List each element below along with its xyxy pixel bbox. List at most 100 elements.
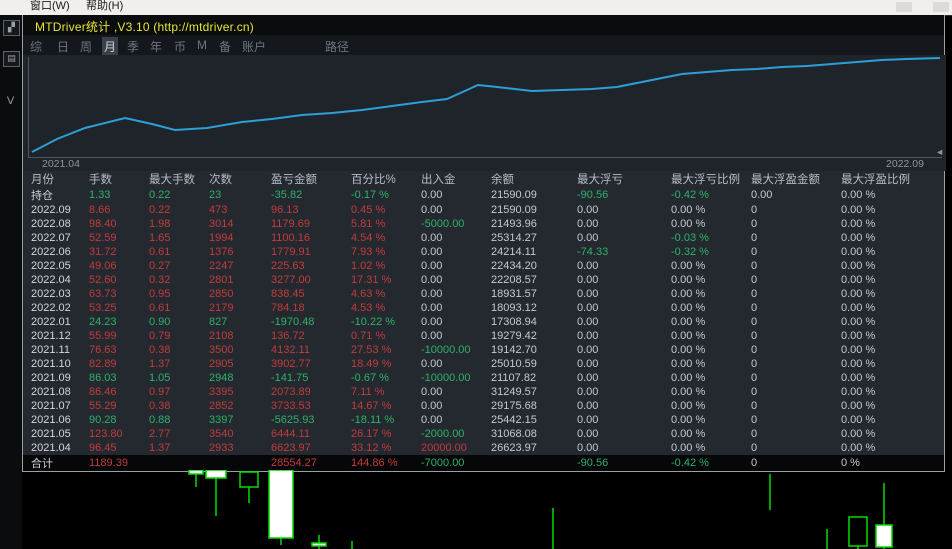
table-cell: 473: [209, 204, 228, 216]
table-cell: 2022.05: [31, 260, 71, 272]
tab-日[interactable]: 日: [57, 40, 70, 54]
table-cell: 2022.01: [31, 316, 71, 328]
table-cell: 2022.09: [31, 204, 71, 216]
table-row[interactable]: 2021.08 86.46 0.97 3395 2073.89 7.11 % 0.00 312…: [23, 385, 944, 399]
table-cell: 17.31 %: [351, 274, 392, 286]
chart-scroll-arrow-icon[interactable]: ◄: [935, 147, 944, 157]
table-cell: 3277.00: [271, 274, 311, 286]
table-row[interactable]: 2021.06 90.28 0.88 3397 -5625.93 -18.11 % 0.00…: [23, 413, 944, 427]
candlestick-chart: [188, 470, 893, 549]
table-cell: 0.00: [421, 204, 443, 216]
table-cell: 0.00 %: [671, 344, 706, 356]
table-cell: 0.00: [577, 316, 599, 328]
tab-季[interactable]: 季: [127, 40, 140, 54]
table-cell: 0: [751, 260, 758, 272]
column-header: 最大浮亏比例: [671, 174, 740, 186]
table-row[interactable]: 2022.09 8.66 0.22 473 96.13 0.45 % 0.00 21590.0…: [23, 203, 944, 217]
minimize-button[interactable]: [896, 2, 912, 12]
table-cell: 8.66: [89, 204, 111, 216]
table-row[interactable]: 2021.11 76.63 0.38 3500 4132.11 27.53 % -10000…: [23, 343, 944, 357]
table-row[interactable]: 2022.04 52.60 0.32 2801 3277.00 17.31 % 0.00 22…: [23, 273, 944, 287]
candle: [875, 483, 893, 549]
table-cell: 5.81 %: [351, 218, 386, 230]
table-cell: 0 %: [841, 457, 860, 469]
tab-M[interactable]: M: [197, 38, 207, 52]
table-cell: 0.00: [421, 400, 443, 412]
table-row[interactable]: 2021.04 96.45 1.37 2933 6623.97 33.12 % 20000.…: [23, 441, 944, 455]
table-cell: 21590.09: [491, 204, 537, 216]
table-cell: 0.00: [421, 288, 443, 300]
table-cell: 4.54 %: [351, 232, 386, 244]
table-cell: -7000.00: [421, 457, 465, 469]
table-cell: 0: [751, 428, 758, 440]
table-cell: 0.00 %: [671, 372, 706, 384]
window-titlebar[interactable]: MTDriver统计 ,V3.10 (http://mtdriver.cn): [23, 15, 944, 35]
panel-window-icon[interactable]: ▤: [3, 51, 20, 67]
table-cell: 2948: [209, 372, 234, 384]
table-cell: 144.86 %: [351, 457, 398, 469]
table-row[interactable]: 2021.12 55.99 0.79 2108 136.72 0.71 % 0.00 1927…: [23, 329, 944, 343]
table-cell: 0.00 %: [841, 218, 876, 230]
table-row[interactable]: 2022.06 31.72 0.61 1376 1779.91 7.93 % 0.00 242…: [23, 245, 944, 259]
tab-账户[interactable]: 账户: [242, 40, 267, 54]
table-cell: 0.00: [577, 414, 599, 426]
column-header: 手数: [89, 174, 112, 186]
table-cell: 0: [751, 204, 758, 216]
tab-币[interactable]: 币: [174, 40, 187, 54]
table-row[interactable]: 2022.05 49.06 0.27 2247 225.63 1.02 % 0.00 2243…: [23, 259, 944, 273]
table-cell: 18093.12: [491, 302, 537, 314]
table-cell: 31.72: [89, 246, 117, 258]
tab-周[interactable]: 周: [80, 40, 93, 54]
table-cell: -5625.93: [271, 414, 315, 426]
table-cell: 0.00 %: [841, 274, 876, 286]
table-row[interactable]: 持仓 1.33 0.22 23 -35.82 -0.17 % 0.00 21590.09 -90…: [23, 187, 944, 203]
table-row[interactable]: 2021.05 123.80 2.77 3540 6444.11 26.17 % -2000…: [23, 427, 944, 441]
table-cell: -10000.00: [421, 344, 471, 356]
table-cell: 0.00 %: [671, 414, 706, 426]
table-cell: 0.00: [421, 260, 443, 272]
table-row[interactable]: 2021.10 82.89 1.37 2905 3902.77 18.49 % 0.00 25…: [23, 357, 944, 371]
column-header: 盈亏金额: [271, 174, 317, 186]
table-cell: 持仓: [31, 190, 53, 202]
table-row[interactable]: 2022.08 98.40 1.98 3014 1179.69 5.81 % -5000.0…: [23, 217, 944, 231]
table-cell: 0.22: [149, 204, 171, 216]
table-cell: 0.00 %: [671, 274, 706, 286]
table-row[interactable]: 2021.07 55.29 0.38 2852 3733.53 14.67 % 0.00 29…: [23, 399, 944, 413]
table-cell: 0.00: [577, 428, 599, 440]
table-cell: 2179: [209, 302, 234, 314]
table-row-total[interactable]: 合计 1189.39 28554.27 144.86 % -7000.00 -90.56 -…: [23, 455, 944, 471]
column-header: 百分比%: [351, 174, 396, 186]
tab-月[interactable]: 月: [102, 37, 119, 56]
tab-综[interactable]: 综: [30, 40, 43, 54]
table-row[interactable]: 2022.02 53.25 0.61 2179 784.18 4.53 % 0.00 1809…: [23, 301, 944, 315]
table-cell: 0: [751, 386, 758, 398]
table-row[interactable]: 2022.03 63.73 0.95 2850 838.45 4.63 % 0.00 1893…: [23, 287, 944, 301]
close-button[interactable]: [933, 2, 949, 12]
tab-年[interactable]: 年: [150, 40, 163, 54]
table-cell: 0.38: [149, 344, 171, 356]
panel-pattern-icon[interactable]: ▞: [3, 20, 20, 36]
path-label[interactable]: 路径: [325, 40, 350, 54]
table-cell: 0.79: [149, 330, 171, 342]
menu-item-help[interactable]: 帮助(H): [86, 0, 124, 12]
table-cell: 98.40: [89, 218, 117, 230]
table-cell: 2108: [209, 330, 234, 342]
table-cell: 0: [751, 274, 758, 286]
table-cell: 0.00 %: [841, 400, 876, 412]
table-cell: 2850: [209, 288, 234, 300]
equity-chart: 2021.04 2022.09 ◄: [23, 55, 946, 171]
table-row[interactable]: 2022.07 52.59 1.65 1994 1100.16 4.54 % 0.00 253…: [23, 231, 944, 245]
table-cell: 0.95: [149, 288, 171, 300]
table-cell: 225.63: [271, 260, 305, 272]
table-cell: 3014: [209, 218, 234, 230]
table-cell: -18.11 %: [351, 414, 395, 426]
table-cell: 2021.11: [31, 344, 70, 356]
table-cell: 0.00 %: [671, 260, 706, 272]
menu-item-window[interactable]: 窗口(W): [30, 0, 70, 12]
table-row[interactable]: 2021.09 86.03 1.05 2948 -141.75 -0.67 % -10000…: [23, 371, 944, 385]
table-cell: 0.32: [149, 274, 171, 286]
panel-v-icon[interactable]: V: [6, 95, 15, 107]
table-cell: 2021.09: [31, 372, 71, 384]
table-row[interactable]: 2022.01 24.23 0.90 827 -1970.48 -10.22 % 0.00 1…: [23, 315, 944, 329]
tab-备[interactable]: 备: [219, 40, 232, 54]
